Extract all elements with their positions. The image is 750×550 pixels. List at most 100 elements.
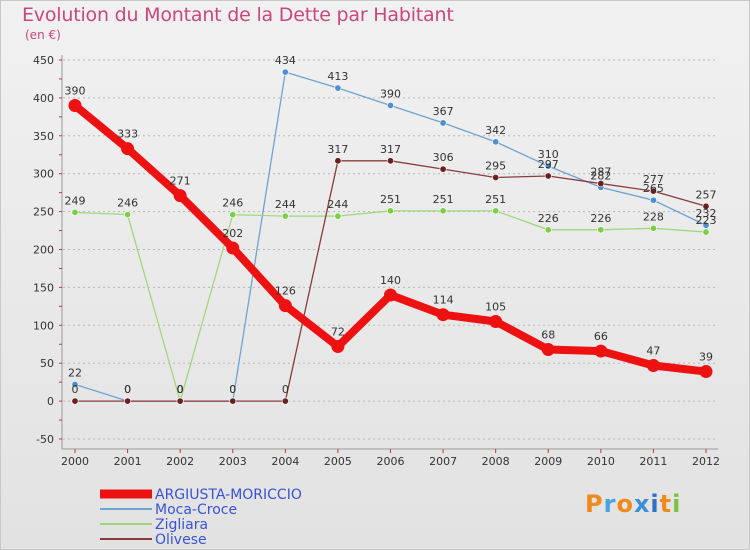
data-point [649, 224, 657, 232]
data-label: 126 [275, 285, 296, 298]
data-point [71, 397, 79, 405]
data-label: 0 [229, 383, 236, 396]
x-tick-label: 2005 [324, 455, 352, 468]
data-label: 367 [433, 105, 454, 118]
data-point [702, 221, 710, 229]
data-label: 251 [380, 193, 401, 206]
data-point [173, 189, 187, 203]
data-label: 226 [590, 212, 611, 225]
y-tick-label: 0 [47, 395, 54, 408]
data-label: 244 [275, 198, 296, 211]
data-point [439, 119, 447, 127]
data-label: 0 [72, 383, 79, 396]
data-label: 68 [541, 329, 555, 342]
data-label: 251 [485, 193, 506, 206]
data-label: 0 [229, 383, 236, 396]
data-point [386, 101, 394, 109]
data-point [702, 228, 710, 236]
x-tick-label: 2000 [61, 455, 89, 468]
data-point [439, 207, 447, 215]
x-tick-label: 2003 [219, 455, 247, 468]
x-tick-label: 2010 [587, 455, 615, 468]
data-label: 0 [124, 383, 131, 396]
data-point [544, 162, 552, 170]
data-label: 287 [590, 166, 611, 179]
data-label: 265 [643, 182, 664, 195]
data-label: 244 [327, 198, 348, 211]
data-label: 246 [117, 197, 138, 210]
data-point [331, 340, 345, 354]
data-label: 390 [380, 87, 401, 100]
data-point [226, 241, 240, 255]
data-point [71, 208, 79, 216]
y-tick-label: 200 [33, 244, 54, 257]
x-tick-label: 2004 [271, 455, 299, 468]
y-tick-label: 300 [33, 168, 54, 181]
data-point [386, 207, 394, 215]
data-point [597, 226, 605, 234]
data-label: 277 [643, 173, 664, 186]
data-point [334, 212, 342, 220]
x-tick-label: 2001 [114, 455, 142, 468]
data-point [699, 365, 713, 379]
legend-label: Olivese [155, 532, 207, 548]
data-label: 202 [222, 227, 243, 240]
data-label: 413 [327, 70, 348, 83]
proxiti-logo: Proxiti [585, 490, 682, 518]
data-label: 232 [696, 207, 717, 220]
data-label: 295 [485, 159, 506, 172]
data-label: 72 [331, 326, 345, 339]
data-label: 333 [117, 128, 138, 141]
data-label: 47 [646, 344, 660, 357]
data-label: 251 [433, 193, 454, 206]
data-point [229, 397, 237, 405]
legend-label: Zigliara [155, 517, 208, 533]
data-point [281, 68, 289, 76]
data-label: 0 [177, 383, 184, 396]
data-point [439, 165, 447, 173]
legend-label: Moca-Croce [155, 502, 237, 518]
axes: -50 0 50 100 150 200 250 300 350 400 450 2000 2001 20… [33, 54, 720, 468]
y-tick-label: 100 [33, 319, 54, 332]
data-point [594, 344, 608, 358]
data-label: 223 [696, 214, 717, 227]
data-label: 257 [696, 188, 717, 201]
data-point [229, 211, 237, 219]
data-label: 246 [222, 197, 243, 210]
data-label: 317 [327, 143, 348, 156]
data-label: 0 [124, 383, 131, 396]
chart-subtitle: (en €) [25, 28, 61, 42]
data-point [649, 187, 657, 195]
data-point [334, 157, 342, 165]
data-label: 317 [380, 143, 401, 156]
series-line-zigliara [74, 210, 707, 404]
data-point [492, 138, 500, 146]
data-point [492, 207, 500, 215]
y-tick-label: -50 [36, 433, 54, 446]
data-point [492, 173, 500, 181]
data-label: 390 [65, 84, 86, 97]
data-label: 297 [538, 158, 559, 171]
data-label: 310 [538, 148, 559, 161]
data-point [544, 226, 552, 234]
data-label: 249 [65, 194, 86, 207]
data-point [646, 358, 660, 372]
x-tick-label: 2012 [692, 455, 720, 468]
data-point [281, 212, 289, 220]
y-tick-label: 400 [33, 92, 54, 105]
data-label: 114 [433, 294, 454, 307]
data-label: 434 [275, 54, 296, 67]
x-tick-label: 2008 [482, 455, 510, 468]
y-tick-label: 150 [33, 281, 54, 294]
y-tick-label: 350 [33, 130, 54, 143]
data-point [541, 343, 555, 357]
data-label: 0 [177, 383, 184, 396]
x-tick-label: 2002 [166, 455, 194, 468]
data-label: 22 [68, 366, 82, 379]
data-label: 66 [594, 330, 608, 343]
grid-lines [63, 59, 718, 440]
data-point [702, 202, 710, 210]
data-point [124, 211, 132, 219]
legend-label: ARGIUSTA-MORICCIO [155, 487, 302, 503]
